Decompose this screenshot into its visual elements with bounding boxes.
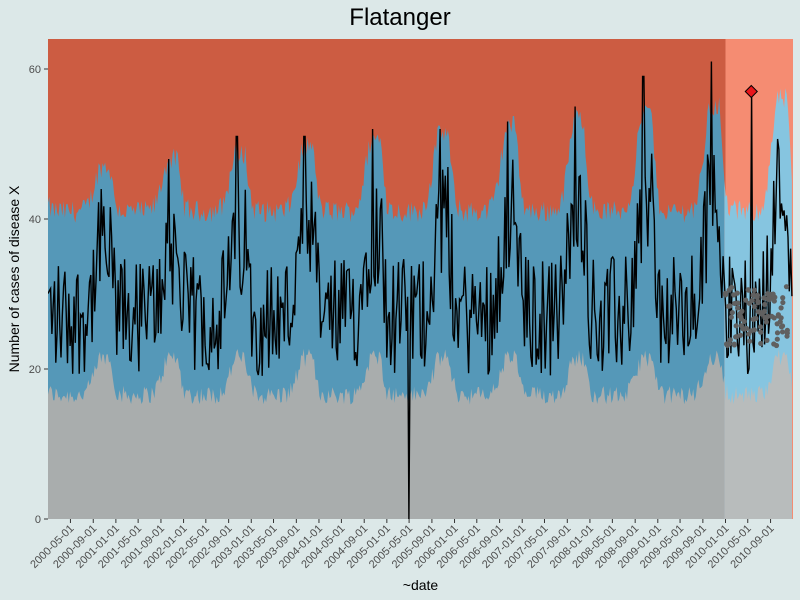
forecast-point <box>734 290 740 296</box>
forecast-point <box>774 330 781 336</box>
forecast-point <box>758 329 764 335</box>
forecast-point <box>784 333 790 339</box>
forecast-point <box>770 291 776 297</box>
forecast-point <box>779 329 786 335</box>
forecast-point <box>735 300 741 306</box>
forecast-point <box>741 318 747 325</box>
forecast-point <box>743 325 750 332</box>
forecast-point <box>751 327 757 333</box>
y-tick-label: 40 <box>29 214 41 226</box>
forecast-point <box>754 292 761 298</box>
forecast-point <box>755 298 761 305</box>
baseline-zone-forecast <box>724 348 792 519</box>
forecast-point <box>729 284 735 290</box>
forecast-point <box>749 297 755 304</box>
forecast-point <box>764 337 770 343</box>
forecast-point <box>761 308 768 314</box>
chart-title: Flatanger <box>349 4 451 31</box>
forecast-point <box>733 323 739 329</box>
outbreak-marker <box>744 84 758 99</box>
forecast-point <box>780 295 786 301</box>
forecast-point <box>771 298 777 304</box>
observed-cases-line <box>48 61 793 519</box>
forecast-point <box>739 308 745 314</box>
forecast-point <box>771 315 777 321</box>
forecast-point <box>757 324 764 330</box>
forecast-point <box>735 305 741 311</box>
forecast-point <box>758 340 764 347</box>
forecast-point <box>727 303 733 309</box>
baseline-zone-history <box>48 348 725 519</box>
y-tick-label: 60 <box>29 64 41 76</box>
forecast-point <box>751 303 757 310</box>
forecast-point <box>747 338 753 344</box>
forecast-point <box>737 332 744 338</box>
forecast-point <box>780 299 786 306</box>
forecast-point <box>774 336 780 342</box>
forecast-point <box>773 342 780 349</box>
y-tick-label: 0 <box>35 514 41 526</box>
x-axis-title: ~date <box>403 577 439 593</box>
forecast-point <box>783 284 790 290</box>
forecast-point <box>729 309 735 316</box>
forecast-point <box>762 301 768 308</box>
forecast-point <box>733 334 739 340</box>
plot-area <box>48 39 793 519</box>
forecast-point <box>750 292 756 298</box>
forecast-point <box>753 315 759 322</box>
y-axis-title: Number of cases of disease X <box>6 185 22 372</box>
forecast-point <box>726 341 732 347</box>
forecast-point <box>763 319 769 325</box>
forecast-point <box>766 297 773 303</box>
forecast-point <box>777 319 783 325</box>
forecast-point <box>778 305 784 311</box>
forecast-point <box>779 323 786 329</box>
forecast-point <box>738 314 744 320</box>
forecast-point <box>727 337 733 343</box>
forecast-point <box>778 315 784 321</box>
forecast-point <box>731 341 737 347</box>
forecast-point <box>722 292 729 298</box>
forecast-point <box>728 314 734 320</box>
forecast-point <box>743 297 749 303</box>
forecast-point <box>751 287 758 293</box>
y-tick-label: 20 <box>29 364 41 376</box>
forecast-point <box>765 313 771 319</box>
forecast-point <box>745 287 752 293</box>
